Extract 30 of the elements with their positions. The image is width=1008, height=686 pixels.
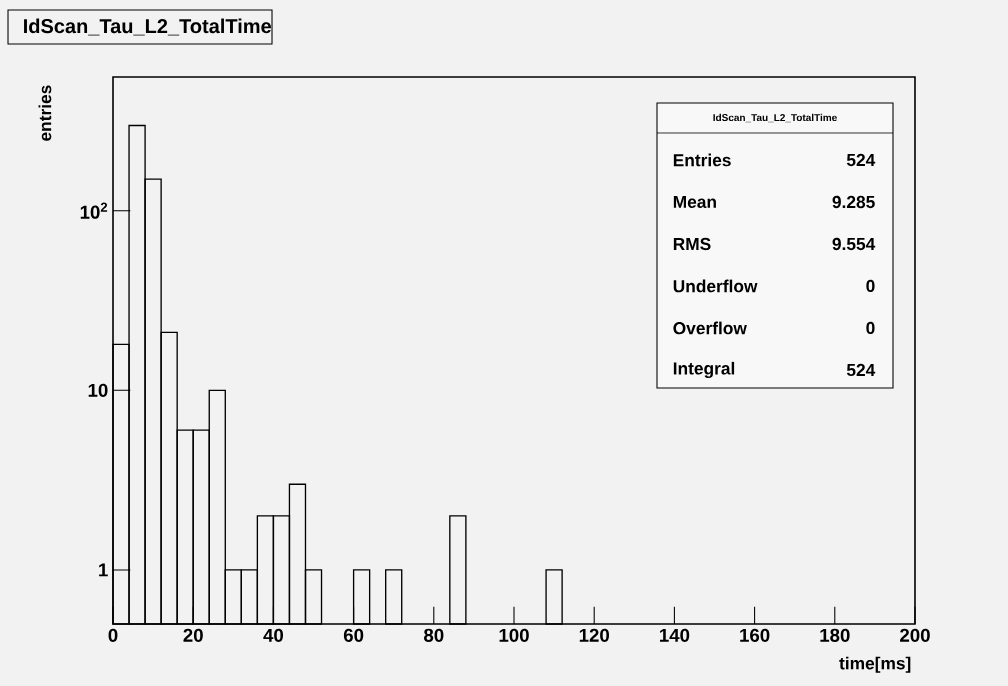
annotation: Mean (673, 195, 716, 209)
x-tick-label: 20 (183, 628, 203, 642)
annotation: Overflow (673, 321, 747, 335)
annotation: Underflow (673, 279, 758, 293)
y-tick-label: 1 (99, 563, 108, 577)
x-tick-label: 40 (263, 628, 284, 642)
annotation: 0 (866, 279, 875, 293)
annotation: 524 (846, 153, 876, 167)
annotation: RMS (673, 237, 711, 251)
annotation: 524 (846, 363, 876, 377)
x-tick-label: 120 (579, 628, 609, 642)
annotation: IdScan_Tau_L2_TotalTime (713, 113, 837, 123)
chart-title: IdScan_Tau_L2_TotalTime (24, 18, 272, 36)
y-tick-label: 10 (88, 383, 108, 397)
x-tick-label: 60 (343, 628, 364, 642)
annotation: 9.554 (832, 237, 876, 251)
x-tick-label: 200 (900, 628, 930, 642)
x-tick-label: 180 (820, 628, 850, 642)
x-tick-label: 160 (740, 628, 770, 642)
annotation: Integral (673, 361, 735, 379)
x-tick-label: 100 (499, 628, 529, 642)
y-tick-label: 10$^{2}$ (80, 202, 108, 219)
y-axis-title: entries (38, 85, 52, 141)
x-tick-label: 80 (424, 628, 444, 642)
x-tick-label: 0 (108, 628, 118, 642)
annotation: 9.285 (832, 195, 875, 209)
annotation: 0 (866, 321, 875, 335)
x-tick-label: 140 (660, 628, 690, 642)
x-axis-title: time[ms] (839, 656, 911, 673)
annotation: Entries (673, 153, 731, 167)
